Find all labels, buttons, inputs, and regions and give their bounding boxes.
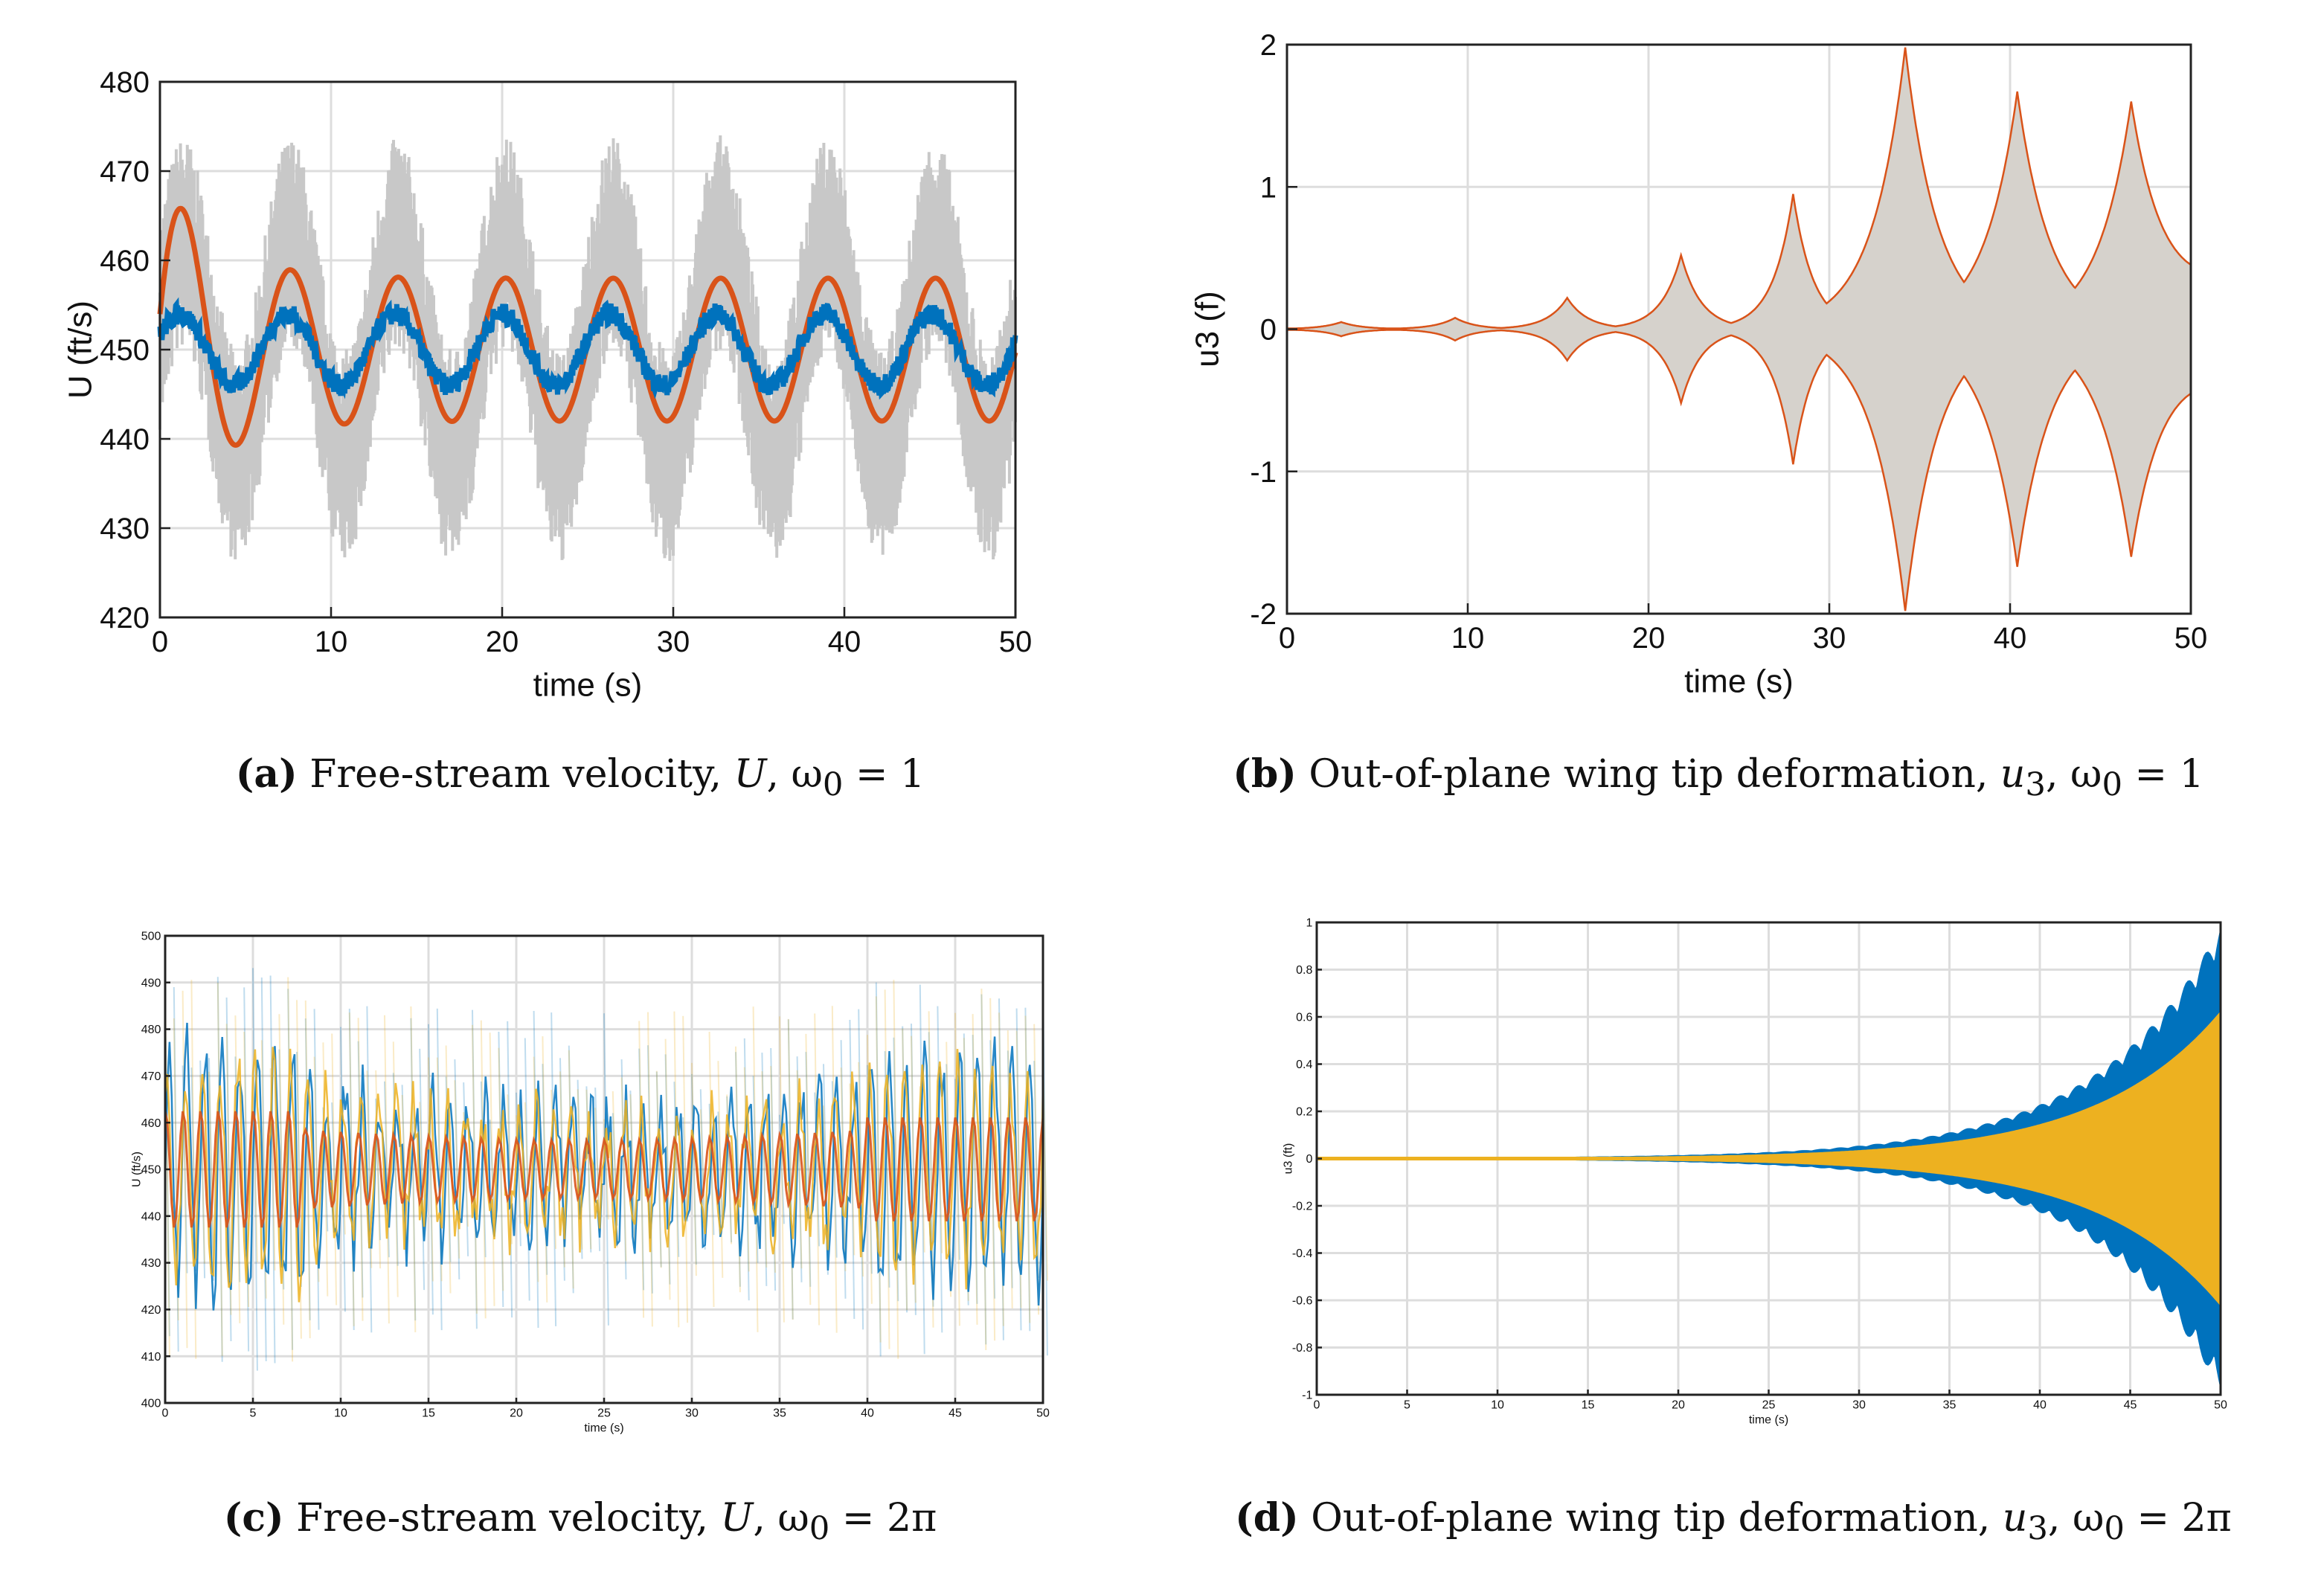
x-tick-label: 25 [1762, 1398, 1776, 1411]
plot-d: 0 5 10 15 20 25 30 35 40 45 50 -1 -0.8 -0.6 -0.4 -0.2 0 0… [1282, 917, 2227, 1427]
y-tick-label: 0.6 [1296, 1012, 1312, 1024]
y-tick-label: 450 [141, 1164, 161, 1177]
y-tick-label: 480 [141, 1024, 161, 1036]
x-axis-label: time (s) [584, 1422, 623, 1434]
x-tick-label: 10 [1491, 1398, 1504, 1411]
x-axis-label: time (s) [1749, 1413, 1788, 1426]
y-axis-label: u3 (f) [1190, 291, 1226, 367]
x-tick-label: 0 [152, 626, 168, 658]
y-tick-label: 500 [141, 931, 161, 943]
y-tick-label: 0.8 [1296, 964, 1312, 977]
y-axis-label: U (ft/s) [130, 1152, 143, 1187]
x-tick-label: 20 [510, 1407, 523, 1419]
y-tick-label: -0.8 [1292, 1342, 1313, 1355]
plot-c: 0 5 10 15 20 25 30 35 40 45 50 400 410 420 430 440 450 46… [130, 931, 1050, 1435]
x-tick-label: 10 [334, 1407, 347, 1419]
caption-a: (a) Free-stream velocity, U, ω0 = 1 [235, 751, 925, 804]
x-tick-label: 40 [861, 1407, 874, 1419]
caption-b: (b) Out-of-plane wing tip deformation, u… [1233, 751, 2204, 804]
x-tick-label: 35 [1943, 1398, 1957, 1411]
y-tick-label: 490 [141, 977, 161, 989]
x-tick-label: 10 [315, 626, 348, 658]
series-mean-response [164, 1111, 1044, 1228]
x-tick-label: 30 [685, 1407, 699, 1419]
y-tick-label: 440 [141, 1210, 161, 1223]
x-tick-label: 50 [999, 626, 1033, 658]
x-tick-label: 5 [1404, 1398, 1410, 1411]
caption-d: (d) Out-of-plane wing tip deformation, u… [1235, 1495, 2232, 1548]
x-axis-label: time (s) [533, 667, 643, 704]
y-tick-label: 480 [100, 66, 150, 99]
y-tick-label: -0.4 [1292, 1247, 1313, 1260]
y-tick-label: 1 [1260, 171, 1277, 204]
y-tick-label: 430 [100, 513, 150, 545]
x-tick-label: 40 [2033, 1398, 2047, 1411]
x-tick-label: 30 [1852, 1398, 1866, 1411]
x-tick-label: 40 [1994, 622, 2027, 655]
y-axis-label: u3 (ft) [1282, 1143, 1294, 1175]
x-tick-label: 20 [486, 626, 519, 658]
x-tick-label: 5 [250, 1407, 257, 1419]
x-tick-label: 50 [1036, 1407, 1050, 1419]
x-tick-label: 0 [1314, 1398, 1320, 1411]
y-tick-label: 1 [1306, 917, 1312, 930]
x-tick-label: 15 [1582, 1398, 1595, 1411]
y-tick-label: 460 [141, 1117, 161, 1130]
x-tick-label: 50 [2214, 1398, 2227, 1411]
series-sample-2 [164, 1047, 1044, 1303]
x-tick-label: 30 [1813, 622, 1846, 655]
y-tick-label: 2 [1260, 29, 1277, 62]
x-tick-label: 0 [1279, 622, 1295, 655]
y-tick-label: 0.2 [1296, 1106, 1312, 1119]
x-tick-label: 45 [948, 1407, 962, 1419]
y-tick-label: 440 [100, 423, 150, 456]
x-tick-label: 20 [1672, 1398, 1685, 1411]
y-tick-label: -2 [1250, 598, 1277, 631]
y-tick-label: 420 [141, 1304, 161, 1317]
x-tick-label: 40 [828, 626, 861, 658]
plot-a: 0 10 20 30 40 50 420 430 440 450 460 470 480 time (s)… [62, 66, 1033, 704]
y-tick-label: 400 [141, 1398, 161, 1410]
caption-c: (c) Free-stream velocity, U, ω0 = 2π [223, 1495, 937, 1548]
y-axis-label: U (ft/s) [62, 301, 99, 399]
x-tick-label: 35 [773, 1407, 786, 1419]
y-tick-label: 470 [141, 1070, 161, 1083]
x-axis-label: time (s) [1684, 664, 1794, 700]
series-sample [157, 297, 1018, 400]
y-tick-label: 450 [100, 334, 150, 367]
x-tick-label: 50 [2174, 622, 2208, 655]
y-tick-label: 0.4 [1296, 1059, 1312, 1071]
x-tick-label: 45 [2124, 1398, 2137, 1411]
plot-b: 0 10 20 30 40 50 -2 -1 0 1 2 time (s) u3 (f) [1190, 29, 2208, 700]
y-tick-label: -1 [1302, 1390, 1312, 1402]
y-tick-label: -1 [1250, 456, 1277, 489]
y-tick-label: 0 [1260, 314, 1277, 347]
x-tick-label: 25 [597, 1407, 611, 1419]
y-tick-label: 470 [100, 155, 150, 188]
x-tick-label: 15 [422, 1407, 435, 1419]
y-tick-label: 420 [100, 602, 150, 635]
x-tick-label: 0 [162, 1407, 169, 1419]
y-tick-label: -0.6 [1292, 1295, 1313, 1308]
y-tick-label: 0 [1306, 1153, 1312, 1166]
y-tick-label: 460 [100, 245, 150, 277]
y-tick-label: 430 [141, 1257, 161, 1270]
y-tick-label: -0.2 [1292, 1201, 1313, 1213]
x-tick-label: 30 [657, 626, 690, 658]
x-tick-label: 10 [1451, 622, 1485, 655]
x-tick-label: 20 [1632, 622, 1666, 655]
y-tick-label: 410 [141, 1351, 161, 1364]
